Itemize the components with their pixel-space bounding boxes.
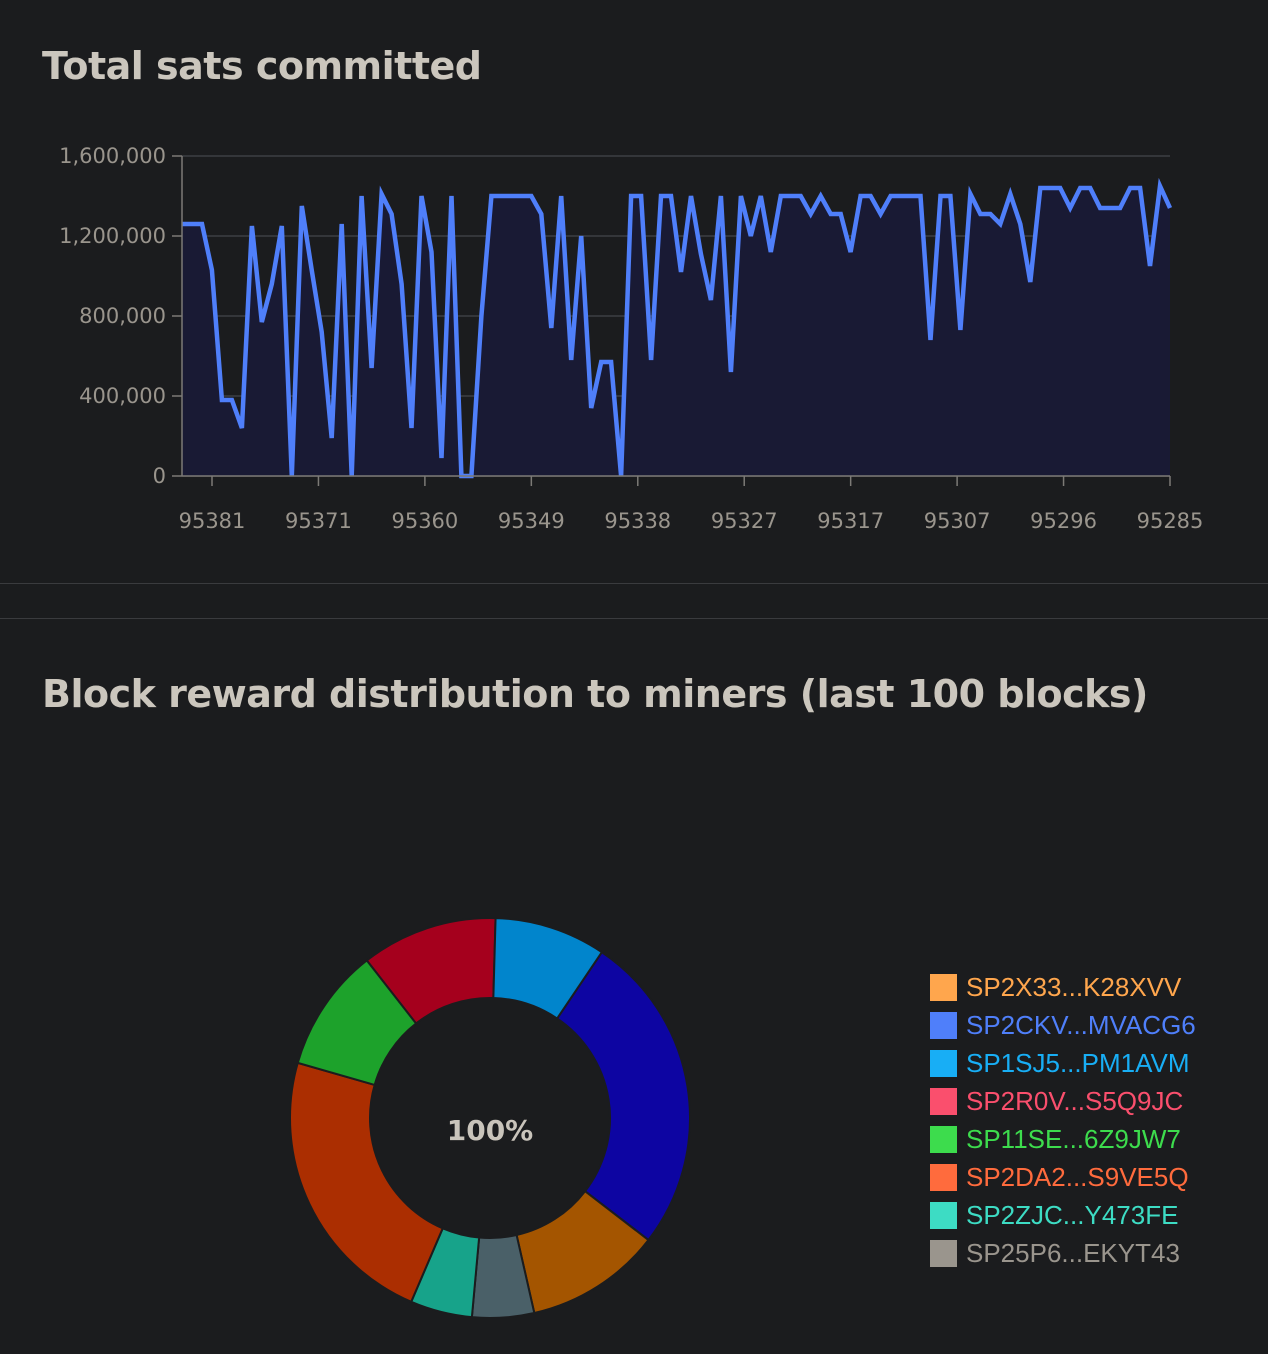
legend-item[interactable]: SP2ZJC...Y473FE (930, 1196, 1196, 1234)
x-tick-label: 95285 (1137, 509, 1204, 533)
legend-swatch (930, 1163, 957, 1191)
legend-item[interactable]: SP11SE...6Z9JW7 (930, 1120, 1196, 1158)
legend-label: SP2CKV...MVACG6 (966, 1009, 1196, 1040)
section-divider-top (0, 583, 1268, 584)
y-tick-label: 1,200,000 (59, 224, 166, 248)
chart-title-distribution: Block reward distribution to miners (las… (42, 672, 1148, 716)
sats-line-chart[interactable]: 0 400,000 800,000 1,200,000 1,600,000 95381 95… (0, 0, 1268, 580)
legend-label: SP2R0V...S5Q9JC (966, 1085, 1184, 1116)
x-tick-label: 95381 (179, 509, 246, 533)
legend-label: SP11SE...6Z9JW7 (966, 1123, 1181, 1154)
legend-item[interactable]: SP2R0V...S5Q9JC (930, 1082, 1196, 1120)
legend-label: SP25P6...EKYT43 (966, 1237, 1180, 1268)
donut-slice-5[interactable] (289, 1061, 445, 1304)
legend-item[interactable]: SP25P6...EKYT43 (930, 1234, 1196, 1272)
section-divider-bottom (0, 618, 1268, 619)
legend-label: SP1SJ5...PM1AVM (966, 1047, 1190, 1078)
legend-swatch (930, 1125, 957, 1153)
x-tick-label: 95327 (711, 509, 778, 533)
legend-swatch (930, 1201, 957, 1229)
legend-swatch (930, 1049, 957, 1077)
x-tick-label: 95349 (498, 509, 565, 533)
x-tick-label: 95371 (285, 509, 352, 533)
y-tick-label: 1,600,000 (59, 144, 166, 168)
donut-slice-8[interactable] (492, 917, 604, 1020)
legend-label: SP2DA2...S9VE5Q (966, 1161, 1189, 1192)
legend-swatch (930, 973, 957, 1001)
legend-item[interactable]: SP2X33...K28XVV (930, 968, 1196, 1006)
legend-item[interactable]: SP1SJ5...PM1AVM (930, 1044, 1196, 1082)
y-tick-label: 800,000 (79, 304, 166, 328)
x-tick-label: 95307 (924, 509, 991, 533)
x-tick-label: 95317 (817, 509, 884, 533)
legend-swatch (930, 1239, 957, 1267)
legend-swatch (930, 1087, 957, 1115)
x-tick-label: 95360 (391, 509, 458, 533)
x-tick-label: 95296 (1030, 509, 1097, 533)
legend-item[interactable]: SP2CKV...MVACG6 (930, 1006, 1196, 1044)
legend-item[interactable]: SP2DA2...S9VE5Q (930, 1158, 1196, 1196)
distribution-legend: SP2X33...K28XVV SP2CKV...MVACG6 SP1SJ5...P… (930, 968, 1196, 1272)
x-tick-label: 95338 (604, 509, 671, 533)
legend-swatch (930, 1011, 957, 1039)
chart-title-sats: Total sats committed (42, 44, 482, 88)
y-tick-label: 400,000 (79, 384, 166, 408)
donut-center-label: 100% (447, 1114, 534, 1147)
y-tick-label: 0 (153, 464, 166, 488)
sats-series-line[interactable] (182, 177, 1173, 479)
legend-label: SP2ZJC...Y473FE (966, 1199, 1179, 1230)
legend-label: SP2X33...K28XVV (966, 971, 1182, 1002)
donut-slice-1[interactable] (555, 950, 691, 1242)
